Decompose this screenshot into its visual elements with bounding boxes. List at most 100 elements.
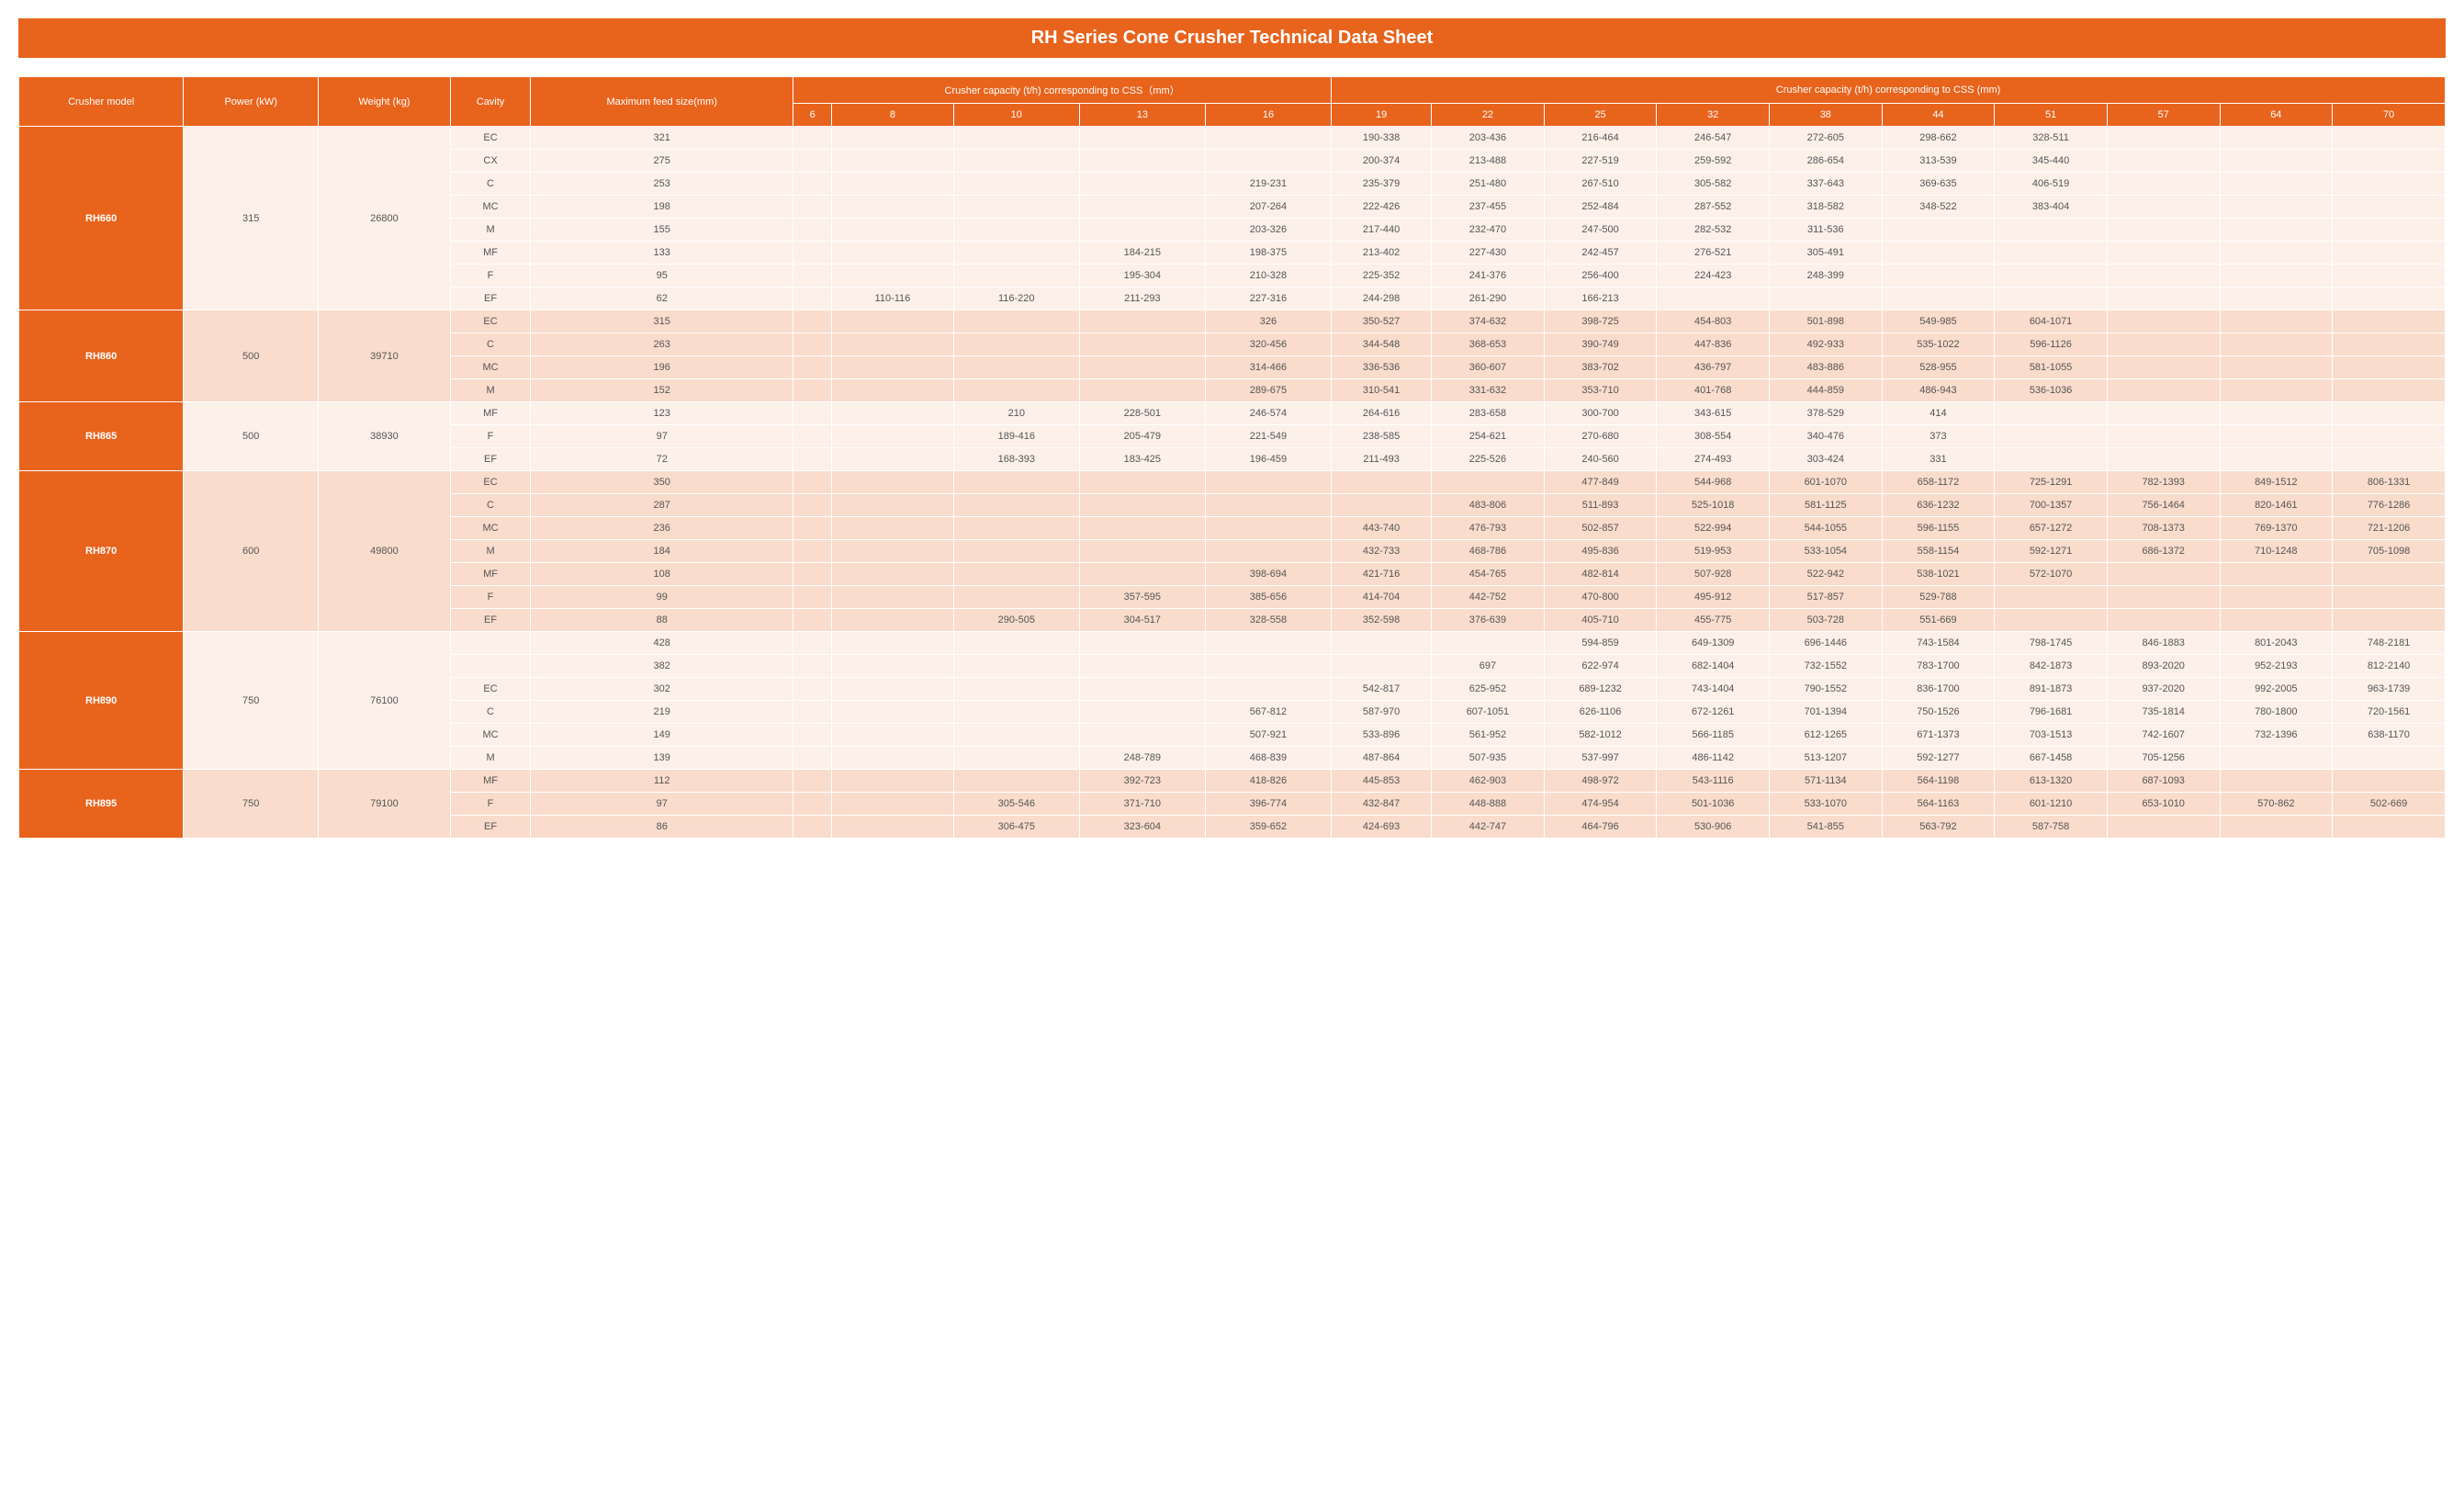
capacity-cell: 806-1331 (2333, 471, 2446, 494)
capacity-cell: 219-231 (1205, 173, 1331, 196)
capacity-cell: 535-1022 (1882, 333, 1995, 356)
capacity-cell (1995, 425, 2108, 448)
header-css-6: 6 (793, 104, 832, 127)
capacity-cell: 421-716 (1332, 563, 1432, 586)
capacity-cell (832, 586, 954, 609)
capacity-cell: 486-1142 (1657, 747, 1770, 770)
capacity-cell (832, 379, 954, 402)
capacity-cell: 735-1814 (2107, 701, 2220, 724)
capacity-cell: 282-532 (1657, 219, 1770, 242)
feed-cell: 72 (531, 448, 793, 471)
capacity-cell: 352-598 (1332, 609, 1432, 632)
capacity-cell: 198-375 (1205, 242, 1331, 265)
capacity-cell: 538-1021 (1882, 563, 1995, 586)
cavity-cell: M (450, 379, 530, 402)
capacity-cell (1205, 494, 1331, 517)
capacity-cell: 241-376 (1432, 265, 1545, 287)
capacity-cell (1079, 379, 1205, 402)
capacity-cell (1079, 127, 1205, 150)
feed-cell: 253 (531, 173, 793, 196)
capacity-cell: 447-836 (1657, 333, 1770, 356)
capacity-cell (2333, 127, 2446, 150)
capacity-cell: 482-814 (1544, 563, 1657, 586)
capacity-cell: 638-1170 (2333, 724, 2446, 747)
capacity-cell: 653-1010 (2107, 793, 2220, 816)
capacity-cell (832, 471, 954, 494)
capacity-cell (2333, 265, 2446, 287)
capacity-cell: 468-786 (1432, 540, 1545, 563)
capacity-cell: 383-702 (1544, 356, 1657, 379)
capacity-cell (793, 402, 832, 425)
capacity-cell: 116-220 (953, 287, 1079, 310)
capacity-cell (793, 747, 832, 770)
capacity-cell: 248-399 (1770, 265, 1883, 287)
capacity-cell: 893-2020 (2107, 655, 2220, 678)
capacity-cell: 522-994 (1657, 517, 1770, 540)
capacity-cell (953, 770, 1079, 793)
header-group2: Crusher capacity (t/h) corresponding to … (1332, 77, 2446, 104)
capacity-cell (832, 632, 954, 655)
capacity-cell: 406-519 (1995, 173, 2108, 196)
capacity-cell (793, 793, 832, 816)
capacity-cell: 592-1271 (1995, 540, 2108, 563)
cavity-cell: C (450, 701, 530, 724)
capacity-cell (2333, 402, 2446, 425)
capacity-cell: 495-912 (1657, 586, 1770, 609)
capacity-cell: 748-2181 (2333, 632, 2446, 655)
capacity-cell: 306-475 (953, 816, 1079, 839)
capacity-cell: 697 (1432, 655, 1545, 678)
capacity-cell (1205, 655, 1331, 678)
header-css-70: 70 (2333, 104, 2446, 127)
capacity-cell (2220, 287, 2333, 310)
cavity-cell: EF (450, 609, 530, 632)
capacity-cell (953, 310, 1079, 333)
capacity-cell (953, 173, 1079, 196)
capacity-cell (793, 494, 832, 517)
capacity-cell: 476-793 (1432, 517, 1545, 540)
capacity-cell: 571-1134 (1770, 770, 1883, 793)
capacity-cell (1995, 448, 2108, 471)
capacity-cell (1079, 356, 1205, 379)
capacity-cell (2333, 816, 2446, 839)
capacity-cell: 842-1873 (1995, 655, 2108, 678)
capacity-cell (2220, 310, 2333, 333)
capacity-cell (832, 816, 954, 839)
capacity-cell: 353-710 (1544, 379, 1657, 402)
capacity-cell: 783-1700 (1882, 655, 1995, 678)
feed-cell: 99 (531, 586, 793, 609)
capacity-cell: 259-592 (1657, 150, 1770, 173)
capacity-cell (793, 655, 832, 678)
capacity-cell: 200-374 (1332, 150, 1432, 173)
capacity-cell: 313-539 (1882, 150, 1995, 173)
cavity-cell: M (450, 540, 530, 563)
table-row: RH89075076100428594-859649-1309696-14467… (19, 632, 2446, 655)
capacity-cell: 310-541 (1332, 379, 1432, 402)
capacity-cell (1205, 540, 1331, 563)
capacity-cell: 376-639 (1432, 609, 1545, 632)
model-cell: RH860 (19, 310, 184, 402)
capacity-cell (2333, 770, 2446, 793)
capacity-cell: 444-859 (1770, 379, 1883, 402)
capacity-cell: 812-2140 (2333, 655, 2446, 678)
cavity-cell (450, 632, 530, 655)
capacity-cell (2220, 127, 2333, 150)
capacity-cell (2220, 379, 2333, 402)
capacity-cell: 483-886 (1770, 356, 1883, 379)
capacity-cell (1995, 402, 2108, 425)
capacity-cell: 168-393 (953, 448, 1079, 471)
capacity-cell (832, 425, 954, 448)
capacity-cell (953, 219, 1079, 242)
cavity-cell: F (450, 425, 530, 448)
capacity-cell: 464-796 (1544, 816, 1657, 839)
capacity-cell (1332, 655, 1432, 678)
capacity-cell (1079, 333, 1205, 356)
capacity-cell: 274-493 (1657, 448, 1770, 471)
capacity-cell (1995, 287, 2108, 310)
capacity-cell: 283-658 (1432, 402, 1545, 425)
capacity-cell: 542-817 (1332, 678, 1432, 701)
capacity-cell: 592-1277 (1882, 747, 1995, 770)
capacity-cell (1079, 540, 1205, 563)
capacity-cell: 414-704 (1332, 586, 1432, 609)
feed-cell: 62 (531, 287, 793, 310)
capacity-cell: 477-849 (1544, 471, 1657, 494)
